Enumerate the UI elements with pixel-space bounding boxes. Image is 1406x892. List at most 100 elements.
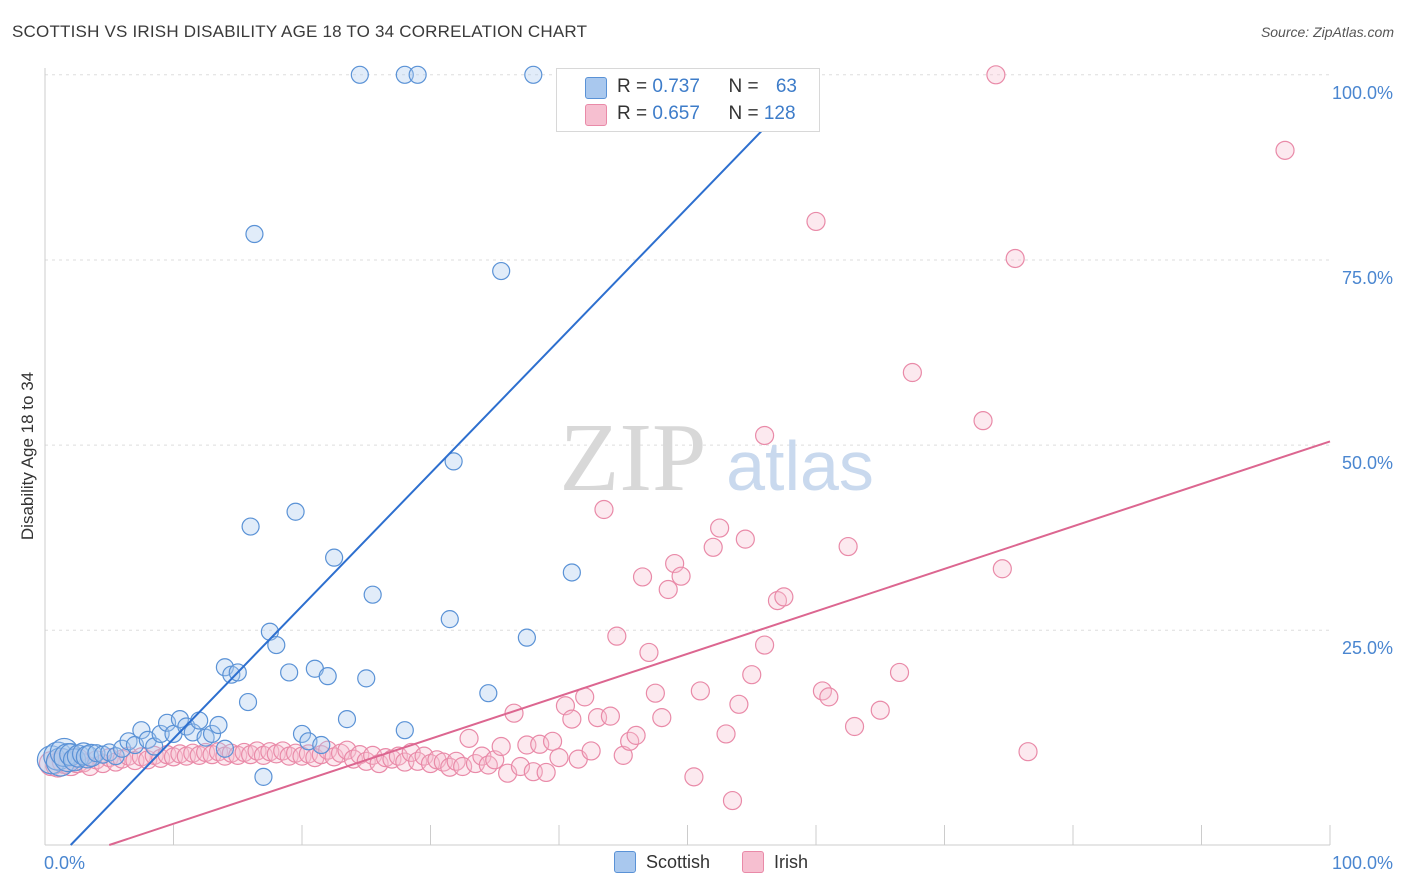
irish-point	[992, 559, 1012, 579]
scottish-point	[479, 684, 498, 703]
scottish-point	[395, 721, 414, 740]
irish-point	[549, 748, 569, 768]
scottish-point	[444, 452, 463, 471]
irish-n-value: 128	[763, 103, 796, 124]
chart-title: SCOTTISH VS IRISH DISABILITY AGE 18 TO 3…	[12, 22, 588, 41]
irish-point	[742, 665, 762, 685]
scottish-point	[408, 65, 427, 84]
scottish-point	[170, 710, 190, 729]
irish-point	[562, 709, 582, 729]
irish-point	[594, 499, 614, 520]
irish-swatch	[585, 104, 607, 126]
legend-swatch-scottish	[614, 851, 636, 873]
scottish-point	[318, 667, 337, 686]
axes	[44, 68, 1331, 846]
scottish-point	[151, 724, 170, 744]
y-tick-label: 75.0%	[1342, 268, 1393, 288]
scottish-point	[75, 745, 100, 769]
scottish-point	[350, 65, 369, 84]
irish-point	[478, 755, 498, 775]
irish-point	[639, 642, 659, 663]
watermark-atlas: atlas	[726, 427, 874, 505]
grid-lines	[45, 74, 1330, 631]
irish-point	[1018, 742, 1038, 762]
scottish-point	[238, 692, 258, 712]
scottish-point	[292, 724, 312, 744]
scottish-point	[440, 610, 459, 629]
irish-point	[613, 745, 633, 765]
irish-point	[632, 567, 653, 587]
legend-swatch-irish	[742, 851, 765, 873]
legend-item-irish[interactable]: Irish	[742, 851, 808, 873]
irish-point	[600, 706, 621, 726]
irish-point	[716, 724, 736, 744]
scottish-point	[132, 721, 151, 740]
scottish-point	[87, 744, 106, 763]
scottish-point	[209, 715, 228, 735]
irish-point	[510, 756, 531, 777]
scottish-swatch	[585, 77, 607, 99]
legend-item-scottish[interactable]: Scottish	[614, 851, 710, 873]
scottish-point	[286, 502, 305, 521]
scottish-point	[524, 65, 543, 84]
y-tick-label: 50.0%	[1342, 453, 1393, 473]
scottish-point	[280, 663, 299, 682]
irish-point	[652, 708, 672, 728]
scottish-point	[106, 747, 125, 766]
irish-point	[844, 716, 865, 737]
scottish-point	[254, 767, 273, 786]
irish-r-value: 0.657	[652, 103, 700, 124]
y-tick-label: 100.0%	[1332, 83, 1393, 103]
scottish-point	[517, 628, 536, 647]
scottish-point	[245, 224, 264, 244]
irish-point	[729, 694, 749, 714]
scottish-point	[190, 711, 209, 730]
irish-point	[819, 687, 839, 707]
irish-point	[491, 736, 511, 757]
irish-point	[986, 65, 1006, 85]
irish-point	[536, 762, 556, 783]
irish-point	[754, 425, 775, 446]
scottish-point	[215, 739, 234, 758]
irish-stats-row: R = 0.657 N = 128	[617, 103, 796, 124]
irish-point	[870, 700, 890, 720]
irish-point	[774, 587, 794, 607]
irish-point	[722, 790, 743, 811]
scottish-point	[337, 710, 357, 729]
scottish-point	[49, 737, 79, 768]
irish-point	[645, 683, 665, 703]
scottish-point	[312, 735, 331, 755]
irish-point	[703, 537, 723, 557]
irish-point	[710, 518, 730, 538]
irish-point	[459, 728, 479, 748]
irish-point	[1005, 248, 1025, 269]
irish-point	[889, 662, 910, 683]
legend-label-scottish: Scottish	[646, 851, 711, 872]
scottish-point	[241, 517, 260, 536]
scottish-point	[202, 724, 222, 744]
stats-legend: R = 0.737 N = 63 R = 0.657 N = 128	[556, 68, 820, 132]
irish-point	[542, 731, 563, 751]
irish-point	[902, 362, 922, 383]
irish-point	[690, 681, 710, 701]
tick-labels: 25.0% 50.0% 75.0% 100.0% 0.0% 100.0%	[44, 83, 1393, 873]
scottish-point	[325, 548, 344, 567]
scottish-point	[492, 261, 511, 281]
scottish-r-value: 0.737	[652, 76, 700, 97]
irish-point	[446, 751, 466, 771]
scottish-point	[363, 585, 382, 604]
legend-label-irish: Irish	[774, 851, 809, 872]
irish-point	[665, 553, 685, 574]
scottish-point	[562, 563, 581, 582]
scottish-point	[357, 669, 376, 688]
irish-point	[626, 725, 646, 745]
irish-point	[671, 566, 691, 586]
trend-lines	[69, 74, 1331, 846]
irish-point	[581, 741, 601, 761]
irish-point	[607, 626, 627, 646]
irish-point	[806, 211, 826, 232]
y-axis-label: Disability Age 18 to 34	[18, 371, 37, 541]
scottish-n-value: 63	[775, 76, 797, 97]
irish-point	[735, 529, 755, 549]
watermark: ZIP atlas	[560, 404, 874, 512]
